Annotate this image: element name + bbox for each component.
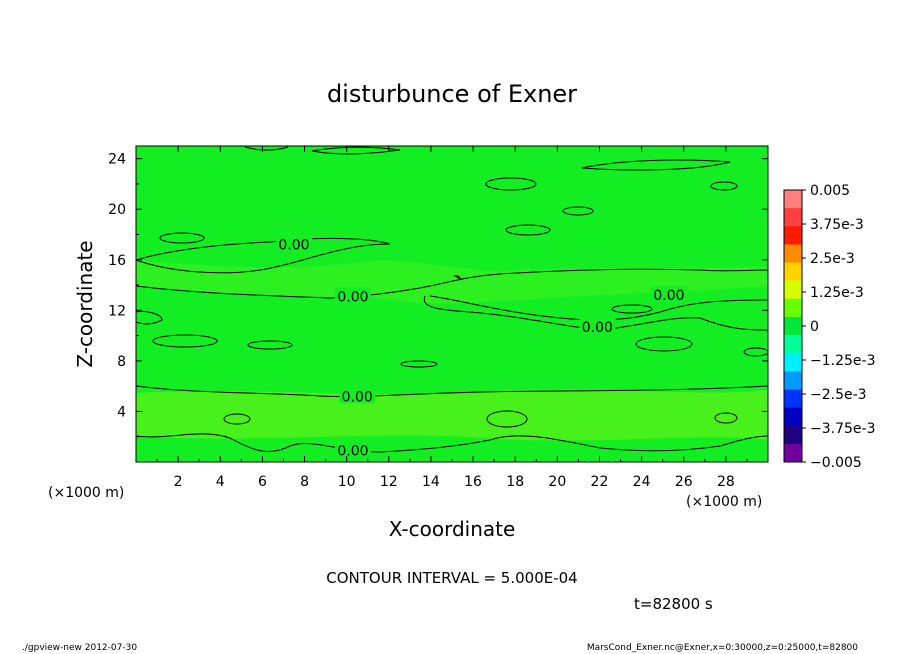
contour-label: 0.00 <box>278 238 309 254</box>
y-axis-label: Z-coordinate <box>73 240 97 367</box>
contour-labels: 0.00 0.00 0.00 0.00 0.00 0.00 <box>276 235 687 460</box>
contour-line <box>485 177 537 191</box>
contour-line <box>152 334 218 348</box>
x-tick-label: 20 <box>548 474 566 490</box>
contour-line <box>247 340 293 350</box>
contour-line <box>581 159 731 171</box>
footer-right: MarsCond_Exner.nc@Exner,x=0:30000,z=0:25… <box>587 643 858 653</box>
contour-line <box>743 347 769 357</box>
y-tick-label: 12 <box>108 303 126 319</box>
contour-line <box>486 410 528 428</box>
x-unit-label: (×1000 m) <box>48 485 124 501</box>
contour-line <box>635 336 693 352</box>
x-tick-label: 8 <box>300 474 309 490</box>
contour-line <box>505 224 551 236</box>
contour-interval-text: CONTOUR INTERVAL = 5.000E-04 <box>326 569 577 587</box>
chart-title: disturbunce of Exner <box>327 80 577 108</box>
contour-line <box>311 146 401 155</box>
x-tick-label: 24 <box>633 474 651 490</box>
colorbar-swatch <box>784 262 802 282</box>
colorbar-swatch <box>784 190 802 209</box>
contour-label: 0.00 <box>337 289 368 305</box>
colorbar-label: 0.005 <box>810 183 850 199</box>
contour-label: 0.00 <box>342 389 373 405</box>
x-tick-label: 22 <box>591 474 609 490</box>
contour-line <box>400 360 438 368</box>
x-tick-label: 14 <box>422 474 440 490</box>
contour-line <box>453 275 463 281</box>
colorbar-swatch <box>784 316 802 336</box>
x-axis-ticks: 2 4 6 8 10 12 14 16 18 20 22 24 26 28 <box>156 146 748 490</box>
time-stamp: t=82800 s <box>634 595 713 613</box>
mid-positive-region <box>136 260 768 304</box>
plot-area <box>135 145 769 463</box>
x-tick-label: 4 <box>216 474 225 490</box>
colorbar-label: 0 <box>810 319 819 335</box>
colorbar-label: 1.25e-3 <box>810 285 864 301</box>
contour-label-bg <box>650 286 687 303</box>
contour-line <box>159 232 205 244</box>
x-tick-label: 2 <box>174 474 183 490</box>
contour-line <box>135 433 769 453</box>
x-tick-label: 10 <box>338 474 356 490</box>
colorbar-swatch <box>784 425 802 445</box>
contour-label-bg <box>579 317 616 334</box>
y-tick-label: 16 <box>108 253 126 269</box>
colorbar-swatch <box>784 280 802 300</box>
colorbar-label: −0.005 <box>810 455 862 471</box>
contour-line <box>223 413 251 425</box>
colorbar <box>783 189 803 463</box>
colorbar-label: 3.75e-3 <box>810 217 864 233</box>
colorbar-label: −1.25e-3 <box>810 353 875 369</box>
x-tick-label: 26 <box>675 474 693 490</box>
y-tick-label: 4 <box>117 404 126 420</box>
colorbar-swatch <box>784 335 802 354</box>
contour-line <box>135 237 391 274</box>
contour-line <box>135 311 163 325</box>
x-unit-label-right: (×1000 m) <box>686 494 762 510</box>
colorbar-swatch <box>784 244 802 264</box>
colorbar-label: 2.5e-3 <box>810 251 855 267</box>
y-tick-label: 24 <box>108 152 126 168</box>
colorbar-swatch <box>784 298 802 318</box>
contour-line <box>135 268 769 299</box>
colorbar-swatch <box>784 407 802 427</box>
colorbar-swatch <box>784 353 802 372</box>
x-tick-label: 28 <box>717 474 735 490</box>
contour-line <box>135 385 769 398</box>
contour-line <box>244 146 289 151</box>
contour-label-bg <box>339 387 376 404</box>
contour-lines <box>135 146 769 453</box>
x-axis-label: X-coordinate <box>389 517 516 541</box>
x-tick-label: 18 <box>506 474 524 490</box>
colorbar-swatch <box>784 389 802 409</box>
colorbar-swatch <box>784 208 802 227</box>
x-tick-label: 6 <box>258 474 267 490</box>
colorbar-swatch <box>784 443 802 463</box>
contour-label-bg <box>334 287 371 304</box>
contour-line <box>714 412 738 424</box>
contour-label: 0.00 <box>582 320 613 336</box>
colorbar-swatch <box>784 226 802 245</box>
y-tick-label: 20 <box>108 202 126 218</box>
contour-label-bg <box>334 441 371 458</box>
contour-label: 0.00 <box>653 288 684 304</box>
contour-line <box>710 181 738 191</box>
x-tick-label: 12 <box>380 474 398 490</box>
contour-line <box>611 304 653 314</box>
y-tick-label: 8 <box>117 354 126 370</box>
colorbar-label: −3.75e-3 <box>810 421 875 437</box>
colorbar-labels: 0.005 3.75e-3 2.5e-3 1.25e-3 0 −1.25e-3 −2.5e-… <box>802 183 875 471</box>
colorbar-swatch <box>784 371 802 390</box>
lower-positive-band <box>136 389 768 441</box>
y-axis-ticks: 4 8 12 16 20 24 <box>108 152 768 438</box>
contour-line <box>562 206 594 216</box>
x-tick-label: 16 <box>464 474 482 490</box>
footer-left: ./gpview-new 2012-07-30 <box>22 643 137 653</box>
colorbar-label: −2.5e-3 <box>810 387 867 403</box>
contour-label: 0.00 <box>337 444 368 460</box>
contour-label-bg <box>276 235 312 252</box>
